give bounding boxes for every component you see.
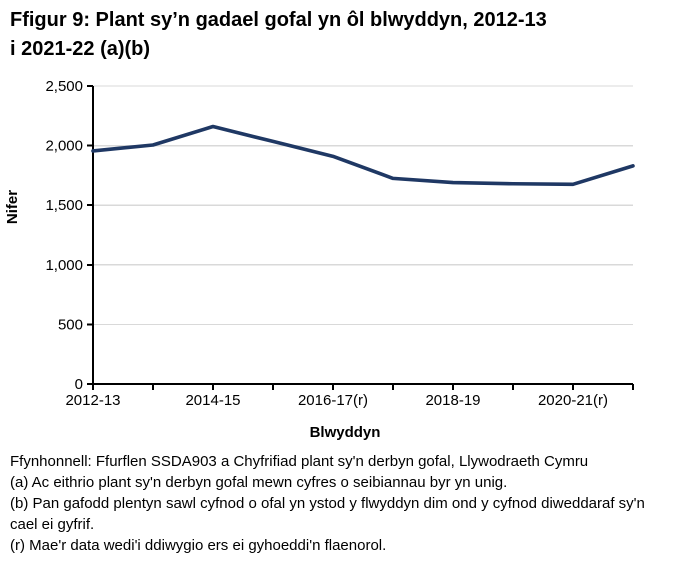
x-tick-label: 2016-17(r): [298, 392, 368, 409]
y-tick-label: 1,500: [45, 197, 83, 214]
footnotes: Ffynhonnell: Ffurflen SSDA903 a Chyfrifi…: [10, 451, 676, 556]
figure-title-line1: Ffigur 9: Plant sy’n gadael gofal yn ôl …: [10, 9, 547, 31]
footnote-b: (b) Pan gafodd plentyn sawl cyfnod o ofa…: [10, 495, 645, 533]
y-tick-label: 500: [58, 316, 83, 333]
data-series-line: [91, 124, 635, 187]
x-tick-label: 2018-19: [425, 392, 480, 409]
data-series: [91, 124, 635, 187]
footnote-r: (r) Mae'r data wedi'i ddiwygio ers ei gy…: [10, 537, 387, 554]
figure-title-line2: i 2021-22 (a)(b): [10, 38, 151, 60]
source-note: Ffynhonnell: Ffurflen SSDA903 a Chyfrifi…: [10, 453, 589, 470]
y-tick-label: 1,000: [45, 257, 83, 274]
x-axis-title: Blwyddyn: [310, 424, 381, 441]
gridlines: [93, 85, 633, 326]
axes: [87, 85, 634, 390]
x-tick-label: 2020-21(r): [538, 392, 608, 409]
y-tick-label: 2,500: [45, 78, 83, 95]
x-tick-label: 2014-15: [185, 392, 240, 409]
axis-tick-labels: 0 500 1,000 1,500 2,000 2,500 2012-13 2014-15 20…: [45, 78, 608, 409]
figure-title: Ffigur 9: Plant sy’n gadael gofal yn ôl …: [10, 6, 670, 64]
y-tick-label: 2,000: [45, 138, 83, 155]
x-tick-label: 2012-13: [65, 392, 120, 409]
y-axis-title: Nifer: [4, 190, 21, 224]
line-chart: 0 500 1,000 1,500 2,000 2,500 2012-13 2014-15 20…: [4, 78, 635, 441]
footnote-a: (a) Ac eithrio plant sy'n derbyn gofal m…: [10, 474, 508, 491]
y-tick-label: 0: [75, 376, 83, 393]
